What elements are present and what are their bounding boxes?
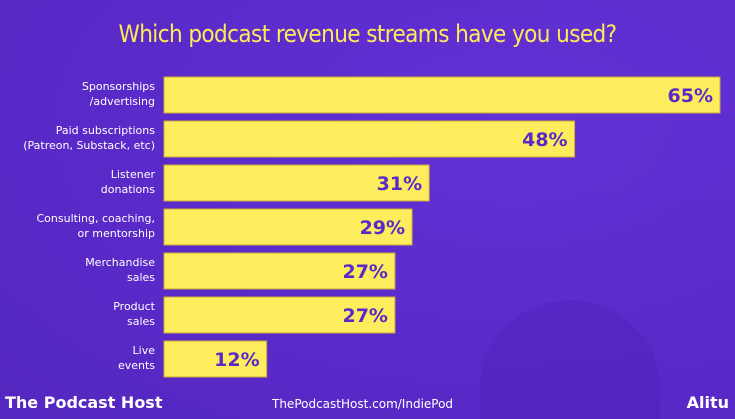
category-label-1-line-1: (Patreon, Substack, etc) <box>23 139 155 152</box>
category-label-2-line-0: Listener <box>111 168 156 181</box>
chart-title: Which podcast revenue streams have you u… <box>118 20 617 48</box>
brand-alitu[interactable]: Alitu <box>686 393 729 412</box>
brand-the-podcast-host[interactable]: The Podcast Host <box>5 393 163 412</box>
bar-5 <box>163 296 396 334</box>
category-label-6-line-1: events <box>118 359 155 372</box>
bar-0 <box>163 76 721 114</box>
category-label-0-line-1: /advertising <box>90 95 155 108</box>
value-label-4: 27% <box>342 261 387 283</box>
bar-4 <box>163 252 396 290</box>
value-label-6: 12% <box>214 349 259 371</box>
value-label-5: 27% <box>342 305 387 327</box>
category-label-5-line-0: Product <box>113 300 155 313</box>
bar-1 <box>163 120 576 158</box>
category-label-3-line-0: Consulting, coaching, <box>36 212 155 225</box>
category-label-5-line-1: sales <box>127 315 155 328</box>
bar-2 <box>163 164 430 202</box>
value-label-3: 29% <box>360 217 405 239</box>
category-label-4-line-0: Merchandise <box>85 256 155 269</box>
category-label-2-line-1: donations <box>101 183 155 196</box>
value-label-1: 48% <box>522 129 567 151</box>
category-label-4-line-1: sales <box>127 271 155 284</box>
value-label-0: 65% <box>668 85 713 107</box>
bar-3 <box>163 208 413 246</box>
footer-url-link[interactable]: ThePodcastHost.com/IndiePod <box>272 397 454 411</box>
category-label-1-line-0: Paid subscriptions <box>56 124 156 137</box>
category-label-3-line-1: or mentorship <box>77 227 155 240</box>
category-label-0-line-0: Sponsorships <box>82 80 155 93</box>
bar-6 <box>163 340 268 378</box>
category-label-6-line-0: Live <box>133 344 156 357</box>
value-label-2: 31% <box>377 173 422 195</box>
